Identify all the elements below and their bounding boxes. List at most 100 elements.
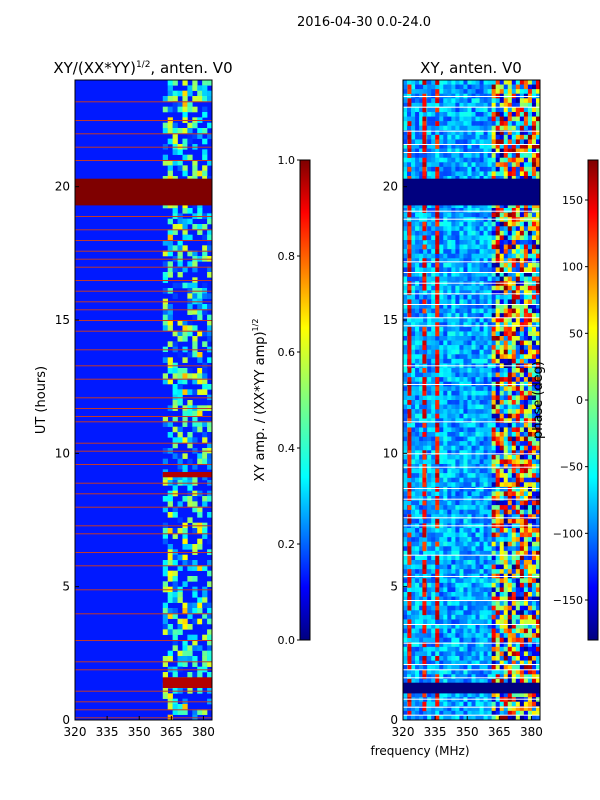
flag-line xyxy=(75,301,212,303)
x-tick-label: 335 xyxy=(96,725,119,739)
white-line xyxy=(403,304,540,305)
flagged-block xyxy=(162,677,212,688)
white-line xyxy=(403,106,540,108)
x-tick-label: 350 xyxy=(456,725,479,739)
white-line xyxy=(403,325,540,327)
amplitude-colorbar-gradient xyxy=(299,159,311,641)
phase-colorbar-ticks: −150 −100 −50 0 50 100 150 xyxy=(553,194,588,607)
flag-line xyxy=(75,669,212,671)
flag-line xyxy=(75,421,212,423)
white-line xyxy=(403,488,540,489)
phase-heatmap xyxy=(403,80,540,720)
white-line xyxy=(403,624,540,625)
y-tick-label: 0 xyxy=(390,713,398,727)
y-tick-label: 20 xyxy=(383,180,398,194)
x-tick-label: 380 xyxy=(192,725,215,739)
colorbar-tick-label: 0.0 xyxy=(278,634,296,647)
flag-line xyxy=(75,216,212,217)
white-line xyxy=(403,210,540,212)
white-line xyxy=(403,144,540,145)
flag-line xyxy=(75,717,212,719)
colorbar-tick-label: 0.6 xyxy=(278,346,296,359)
phase-colorbar: −150 −100 −50 0 50 100 150 phase (deg) xyxy=(531,159,599,641)
colorbar-tick-label: 0.4 xyxy=(278,442,296,455)
y-tick-label: 10 xyxy=(55,446,70,460)
flag-line xyxy=(75,258,212,260)
white-line xyxy=(403,600,540,601)
white-line xyxy=(403,498,540,500)
amplitude-axes-frame xyxy=(74,79,213,721)
x-tick-label: 380 xyxy=(520,725,543,739)
figure-suptitle: 2016-04-30 0.0-24.0 xyxy=(297,15,431,30)
colorbar-tick-label: 0.2 xyxy=(278,538,296,551)
colorbar-tick-label: −150 xyxy=(553,594,583,607)
flag-line xyxy=(75,482,212,484)
white-line xyxy=(403,517,540,519)
phase-panel: XY, anten. V0 320 335 350 365 380 0 5 10 15 20 xyxy=(383,59,543,739)
flag-line xyxy=(75,290,212,292)
flag-line xyxy=(75,661,212,663)
colorbar-tick-label: 1.0 xyxy=(278,154,296,167)
white-line xyxy=(403,453,540,455)
flag-line xyxy=(75,330,212,332)
amplitude-colorbar-ticks: 0.0 0.2 0.4 0.6 0.8 1.0 xyxy=(278,154,300,647)
flag-line xyxy=(75,408,212,409)
flag-line xyxy=(75,240,212,241)
flag-line xyxy=(75,133,212,135)
flag-line xyxy=(75,701,212,703)
white-line xyxy=(403,642,540,644)
white-line xyxy=(403,218,540,220)
x-tick-label: 365 xyxy=(160,725,183,739)
flagged-block xyxy=(75,178,212,206)
white-line xyxy=(403,130,540,132)
white-line xyxy=(403,282,540,284)
flag-line xyxy=(75,613,212,615)
white-line xyxy=(403,421,540,423)
flag-line xyxy=(75,640,212,641)
flag-line xyxy=(75,266,212,268)
x-tick-label: 365 xyxy=(488,725,511,739)
y-tick-label: 5 xyxy=(390,580,398,594)
y-tick-label: 15 xyxy=(383,313,398,327)
phase-x-ticks: 320 335 350 365 380 xyxy=(392,716,543,739)
white-line xyxy=(403,714,540,716)
amplitude-panel: XY/(XX*YY)1/2, anten. V0 320 335 350 365 380… xyxy=(34,59,233,739)
white-line xyxy=(403,706,540,708)
y-tick-label: 0 xyxy=(62,713,70,727)
flag-line xyxy=(75,320,212,321)
flag-line xyxy=(75,397,212,399)
flag-line xyxy=(75,280,212,281)
white-line xyxy=(403,317,540,319)
y-tick-label: 20 xyxy=(55,180,70,194)
y-tick-label: 15 xyxy=(55,313,70,327)
colorbar-tick-label: 150 xyxy=(562,194,583,207)
flag-line xyxy=(75,229,212,231)
flag-line xyxy=(75,565,212,567)
white-line xyxy=(403,664,540,665)
frequency-axis-label: frequency (MHz) xyxy=(370,744,469,758)
y-tick-label: 5 xyxy=(62,580,70,594)
amplitude-y-axis-label: UT (hours) xyxy=(34,366,49,434)
white-line xyxy=(403,669,540,671)
flagged-block xyxy=(403,682,540,694)
colorbar-tick-label: −100 xyxy=(553,527,583,540)
white-line xyxy=(403,466,540,468)
amplitude-heatmap xyxy=(75,80,212,720)
white-line xyxy=(403,525,540,527)
amplitude-panel-title: XY/(XX*YY)1/2, anten. V0 xyxy=(53,59,232,77)
colorbar-tick-label: 100 xyxy=(562,261,583,274)
flag-line xyxy=(75,450,212,452)
colorbar-tick-label: 0.8 xyxy=(278,250,296,263)
flag-line xyxy=(75,464,212,465)
white-line xyxy=(403,698,540,700)
white-line xyxy=(403,261,540,263)
flagged-block xyxy=(403,178,540,206)
flag-line xyxy=(75,589,212,591)
flag-line xyxy=(75,525,212,527)
flag-line xyxy=(75,533,212,535)
amplitude-colorbar: 0.0 0.2 0.4 0.6 0.8 1.0 XY amp. / (XX*YY amp)… xyxy=(251,154,311,647)
y-tick-label: 10 xyxy=(383,446,398,460)
phase-axes-frame xyxy=(402,79,541,721)
colorbar-tick-label: 50 xyxy=(569,327,583,340)
